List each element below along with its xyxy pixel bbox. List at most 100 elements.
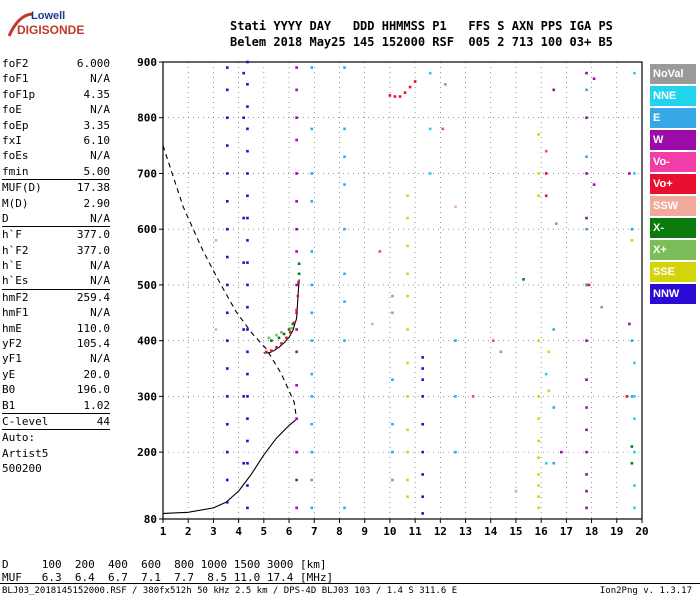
echo-point (246, 127, 249, 131)
param-key: C-level (2, 414, 49, 428)
param-key: yF1 (2, 352, 22, 366)
echo-point (552, 406, 556, 409)
echo-point (630, 461, 634, 465)
echo-point (428, 127, 432, 131)
echo-point (295, 350, 298, 354)
echo-point (310, 127, 314, 131)
echo-point (310, 478, 314, 482)
param-key: fmin (2, 164, 29, 178)
echo-point (544, 194, 548, 198)
echo-point (406, 328, 409, 331)
echo-point (295, 138, 298, 142)
echo-point (242, 261, 245, 264)
param-row: foE N/A (2, 102, 110, 117)
param-value: N/A (90, 72, 110, 86)
param-value: N/A (90, 259, 110, 273)
echo-point (421, 450, 424, 454)
echo-point (295, 200, 298, 203)
echo-point (633, 450, 636, 454)
plot-frame (162, 61, 643, 520)
param-row: h`F 377.0 (2, 226, 110, 242)
param-row: foEp 3.35 (2, 118, 110, 133)
echo-point (471, 395, 475, 398)
echo-point (214, 239, 218, 242)
echo-point (441, 127, 445, 131)
echo-point (633, 395, 636, 398)
echo-point (406, 294, 409, 298)
param-row: foEs N/A (2, 148, 110, 163)
echo-point (242, 395, 245, 398)
echo-point (391, 294, 394, 298)
echo-point (552, 328, 556, 331)
echo-point (310, 283, 314, 287)
echo-point (406, 428, 409, 432)
param-value: 4.35 (83, 87, 111, 101)
echo-point (280, 330, 283, 334)
echo-point (406, 361, 409, 365)
echo-point (242, 71, 245, 75)
echo-point (428, 71, 432, 75)
echo-point (295, 116, 298, 120)
digisonde-logo: Lowell DIGISONDE (3, 8, 84, 48)
legend-item: Vo- (650, 152, 696, 172)
echo-point (277, 336, 281, 340)
echo-point (290, 327, 293, 330)
echo-point (406, 272, 409, 276)
echo-point (514, 489, 518, 493)
echo-point (421, 356, 424, 359)
x-tick-label: 18 (585, 525, 598, 538)
echo-point (454, 450, 457, 454)
echo-point (630, 395, 634, 398)
x-tick-label: 8 (336, 525, 343, 538)
echo-point (225, 311, 229, 315)
echo-point (246, 506, 249, 510)
echo-point (628, 322, 631, 326)
echo-point (587, 283, 591, 287)
echo-point (295, 311, 298, 315)
echo-point (295, 283, 298, 287)
x-tick-label: 14 (484, 525, 498, 538)
echo-point (225, 450, 229, 454)
echo-point (633, 361, 636, 365)
echo-point (225, 478, 229, 482)
param-row: B1 1.02 (2, 398, 110, 413)
legend-item: SSE (650, 262, 696, 282)
param-key: h`F (2, 228, 22, 242)
echo-point (408, 85, 412, 89)
echo-point (343, 272, 346, 276)
legend-item: X+ (650, 240, 696, 260)
echo-point (544, 461, 548, 465)
param-value: N/A (90, 306, 110, 320)
echo-point (297, 262, 301, 266)
echo-point (585, 88, 588, 92)
echo-point (391, 478, 394, 482)
echo-point (246, 105, 249, 108)
echo-point (295, 506, 298, 510)
echo-point (537, 484, 540, 487)
echo-point (454, 395, 457, 398)
x-tick-label: 6 (286, 525, 293, 538)
param-value: 44 (96, 414, 110, 428)
curve-profile-lower (162, 418, 297, 514)
echo-point (388, 94, 392, 97)
legend-item: X- (650, 218, 696, 238)
x-tick-label: 5 (261, 525, 268, 538)
echo-point (391, 450, 394, 454)
param-row: fmin 5.00 (2, 164, 110, 179)
param-row: yF2 105.4 (2, 336, 110, 351)
echo-point (406, 395, 409, 398)
echo-point (592, 183, 596, 186)
echo-point (585, 450, 588, 454)
echo-point (297, 280, 300, 284)
legend-item: W (650, 130, 696, 150)
echo-point (630, 227, 634, 231)
echo-point (499, 350, 503, 354)
echo-point (310, 311, 314, 315)
y-tick-label: 800 (137, 112, 157, 125)
echo-point (547, 350, 551, 354)
echo-point (343, 127, 346, 131)
param-key: foEp (2, 118, 29, 132)
logo-line1: Lowell (31, 10, 66, 22)
echo-point (544, 372, 548, 376)
echo-point (343, 66, 346, 69)
